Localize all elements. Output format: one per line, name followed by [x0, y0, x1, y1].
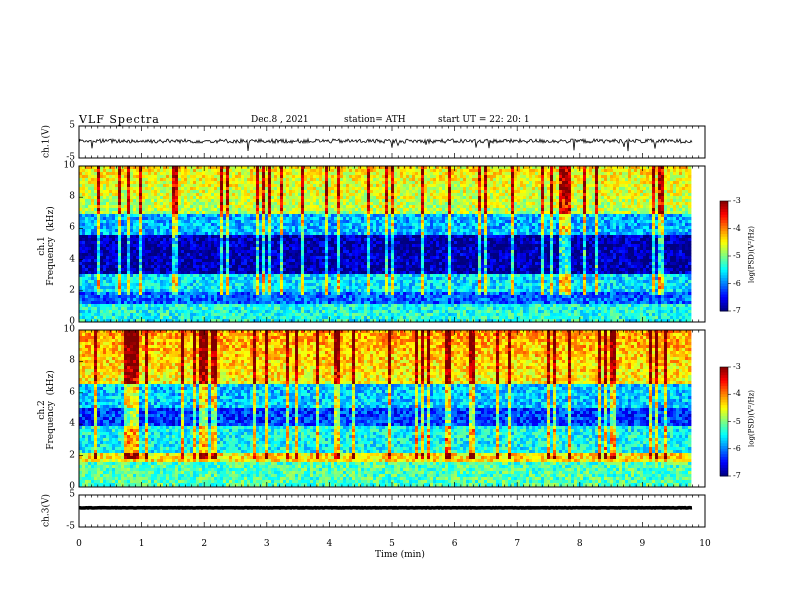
panel-3-ytick-label: 2 [69, 451, 75, 460]
x-tick-label: 0 [76, 540, 82, 549]
ch2-spectrogram-cells [79, 330, 691, 486]
panel-2-ytick-label: 10 [64, 162, 75, 171]
date-label: Dec.8 , 2021 [251, 116, 309, 125]
ch1-frequency-axis-label-text: ch.1 Frequency (kHz) [38, 206, 56, 286]
colorbar1-tick-label: -4 [733, 225, 741, 233]
colorbar2-tick-label: -6 [733, 445, 741, 453]
ch1-voltage-axis-label: ch.1(V) [43, 122, 52, 162]
x-tick-label: 1 [139, 540, 145, 549]
ch1-spectrogram-blank [692, 166, 705, 322]
x-tick-label: 6 [452, 540, 458, 549]
colorbar1-tick-label: -7 [733, 307, 741, 315]
figure-title: VLF Spectra [79, 114, 160, 125]
ch1-frequency-axis-label: ch.1 Frequency (kHz) [38, 206, 56, 286]
panel-2-ytick-label: 8 [69, 193, 75, 202]
vlf-figure [0, 0, 792, 612]
station-label: station= ATH [344, 116, 406, 125]
colorbar1-tick-label: -3 [733, 197, 741, 205]
panel-3-ytick-label: 8 [69, 357, 75, 366]
ch2-spectrogram-blank [692, 330, 705, 487]
colorbar2-tick-label: -7 [733, 472, 741, 480]
panel-3-ytick-label: 6 [69, 388, 75, 397]
x-tick-label: 5 [389, 540, 395, 549]
colorbar1-tick-label: -6 [733, 280, 741, 288]
x-tick-label: 10 [699, 540, 710, 549]
panel-4-ytick-label: -5 [66, 523, 75, 532]
panel-2-ytick-label: 4 [69, 255, 75, 264]
x-tick-label: 4 [327, 540, 333, 549]
start-time-label: start UT = 22: 20: 1 [438, 116, 530, 125]
x-tick-label: 3 [264, 540, 270, 549]
panel-1-ytick-label: 5 [69, 122, 75, 131]
colorbar2-tick-label: -5 [733, 418, 741, 426]
ch1-trace [79, 139, 692, 151]
x-tick-label: 2 [201, 540, 207, 549]
colorbar1-label: log(PSD)(V²/Hz) [749, 215, 756, 295]
panel-4-ytick-label: 5 [69, 491, 75, 500]
x-tick-label: 7 [514, 540, 520, 549]
panel-2-ytick-label: 6 [69, 224, 75, 233]
ch2-frequency-axis-label-text: ch.2 Frequency (kHz) [38, 370, 56, 450]
colorbar2-label: log(PSD)(V²/Hz) [749, 379, 756, 459]
x-axis-label: Time (min) [375, 551, 425, 560]
panel-3-ytick-label: 10 [64, 326, 75, 335]
colorbar1-tick-label: -5 [733, 252, 741, 260]
colorbar2-tick-label: -3 [733, 363, 741, 371]
panel-2-ytick-label: 2 [69, 286, 75, 295]
colorbar2-tick-label: -4 [733, 390, 741, 398]
panel-3-ytick-label: 4 [69, 420, 75, 429]
ch3-voltage-axis-label: ch.3(V) [43, 491, 52, 531]
ch2-frequency-axis-label: ch.2 Frequency (kHz) [38, 370, 56, 450]
x-tick-label: 8 [577, 540, 583, 549]
x-tick-label: 9 [640, 540, 646, 549]
ch1-spectrogram-cells [79, 166, 691, 322]
